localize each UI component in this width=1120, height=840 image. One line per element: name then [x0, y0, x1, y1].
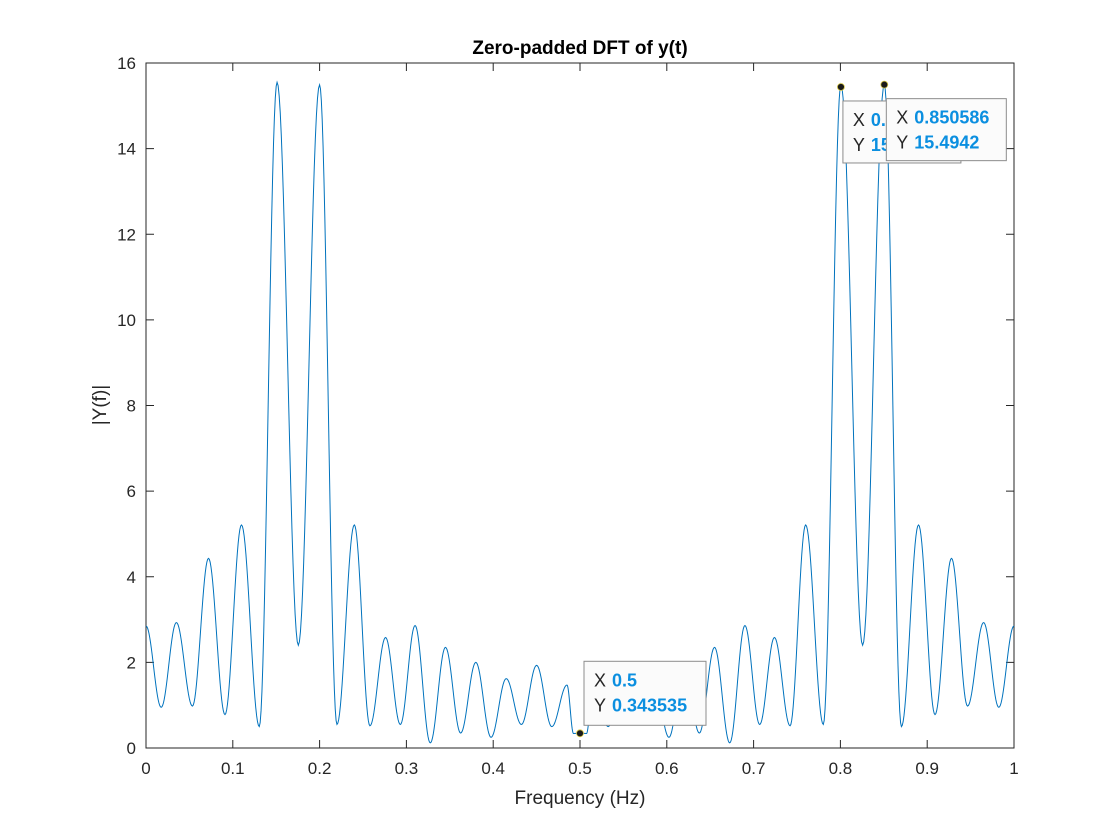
x-tick-label: 0.3 [395, 759, 419, 778]
datatip-x-value: 0.5 [612, 670, 637, 690]
chart-title: Zero-padded DFT of y(t) [472, 38, 687, 59]
x-tick-label: 0.6 [655, 759, 679, 778]
datatip[interactable]: X 0.850586 Y 15.4942 [880, 80, 1007, 162]
datatip[interactable]: X 0.5 Y 0.343535 [576, 660, 707, 738]
datatip-x-value: 0.850586 [914, 108, 989, 128]
ticks: 0 0.1 0.2 0.3 0.4 0.5 0.6 0.7 0.8 0.9 102468101214… [117, 54, 1019, 778]
x-tick-label: 0.1 [221, 759, 245, 778]
y-tick-label: 12 [117, 225, 136, 244]
datatip-y-label: Y [853, 135, 865, 155]
x-tick-label: 1 [1009, 759, 1018, 778]
datatip-x-label: X [896, 108, 908, 128]
y-tick-label: 6 [127, 482, 136, 501]
datatip-marker[interactable] [880, 80, 889, 89]
datatip-y-value: 0.343535 [612, 695, 687, 715]
y-tick-label: 10 [117, 311, 136, 330]
datatip-box [583, 660, 707, 726]
datatip-marker[interactable] [576, 729, 584, 738]
datatip-y-label: Y [896, 133, 908, 153]
y-tick-label: 0 [127, 739, 136, 758]
datatip-box [885, 98, 1007, 162]
datatip-y-label: Y [594, 695, 606, 715]
datatip-marker[interactable] [837, 83, 845, 91]
y-tick-label: 4 [127, 568, 136, 587]
y-tick-label: 16 [117, 54, 136, 73]
x-tick-label: 0.7 [742, 759, 766, 778]
x-tick-label: 0 [141, 759, 150, 778]
y-tick-label: 2 [127, 653, 136, 672]
y-tick-label: 14 [117, 140, 136, 159]
x-tick-label: 0.5 [568, 759, 592, 778]
x-tick-label: 0.9 [915, 759, 939, 778]
datatip-x-label: X [853, 110, 865, 130]
y-tick-label: 8 [127, 397, 136, 416]
x-tick-label: 0.2 [308, 759, 332, 778]
datatip-x-label: X [594, 670, 606, 690]
x-axis-label: Frequency (Hz) [515, 788, 646, 809]
y-axis-label: |Y(f)| [90, 385, 111, 425]
axes-box [145, 62, 1015, 749]
datatip-y-value: 15.4942 [914, 133, 979, 153]
x-tick-label: 0.4 [481, 759, 505, 778]
x-tick-label: 0.8 [829, 759, 853, 778]
